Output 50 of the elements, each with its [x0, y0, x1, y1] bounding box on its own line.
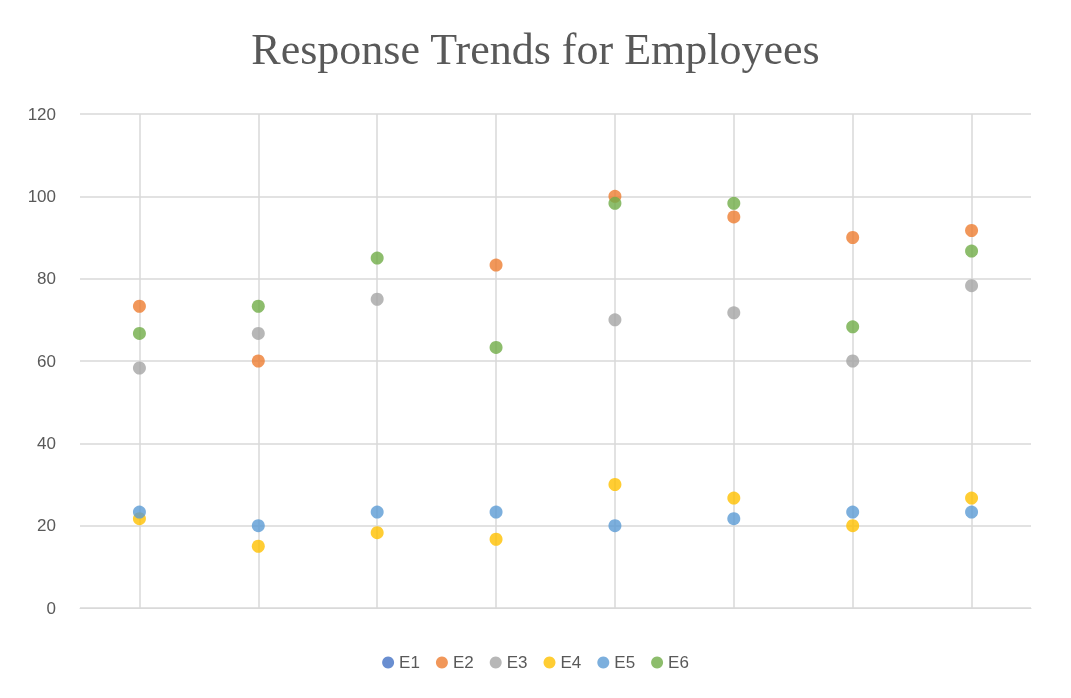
point — [846, 320, 860, 334]
legend-label: E4 — [560, 653, 582, 672]
y-tick-label: 120 — [27, 104, 56, 124]
point — [846, 519, 860, 533]
point — [846, 231, 860, 244]
point — [132, 326, 146, 340]
point — [608, 519, 622, 533]
point — [965, 224, 979, 237]
point — [251, 539, 265, 553]
y-tick-label: 80 — [37, 269, 56, 289]
legend-label: E5 — [614, 653, 636, 672]
y-tick-label: 0 — [46, 598, 56, 618]
point — [489, 505, 503, 519]
point — [370, 292, 384, 306]
point — [251, 299, 265, 313]
point — [132, 361, 146, 375]
point — [965, 279, 979, 293]
point — [608, 196, 622, 210]
point — [846, 505, 860, 519]
point — [370, 505, 384, 519]
point — [370, 251, 384, 265]
point — [608, 313, 622, 327]
point — [132, 299, 146, 313]
legend-label: E2 — [452, 653, 474, 672]
point — [370, 526, 384, 540]
point — [965, 244, 979, 258]
point — [727, 196, 741, 210]
point — [846, 354, 860, 368]
point — [251, 354, 265, 368]
legend-label: E6 — [668, 653, 689, 672]
point — [251, 326, 265, 340]
point — [489, 340, 503, 354]
point — [965, 505, 979, 519]
point — [489, 532, 503, 546]
point — [727, 210, 741, 224]
y-tick-label: 40 — [37, 433, 56, 453]
point — [727, 512, 741, 526]
y-tick-label: 20 — [37, 516, 56, 536]
point — [608, 478, 622, 491]
point — [727, 491, 741, 505]
point — [132, 505, 146, 519]
point — [965, 491, 979, 505]
legend-label: E1 — [399, 653, 420, 672]
y-tick-label: 100 — [27, 186, 56, 206]
legend-label: E3 — [506, 653, 528, 672]
y-tick-label: 60 — [37, 351, 56, 371]
point — [251, 519, 265, 533]
point — [727, 306, 741, 320]
point — [489, 258, 503, 272]
chart-title: Response Trends for Employees — [251, 24, 820, 74]
